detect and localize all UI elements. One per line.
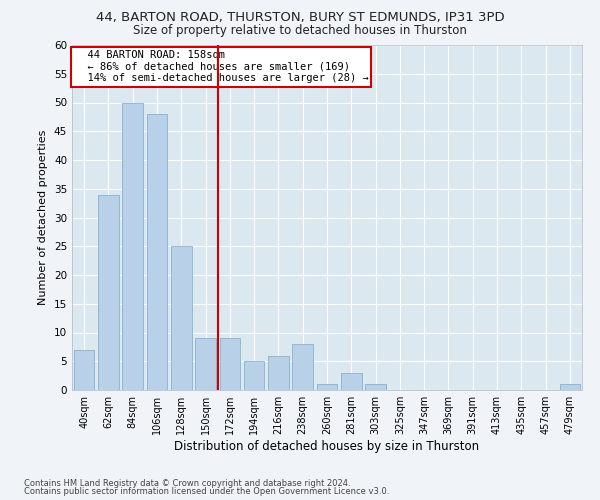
Text: Contains HM Land Registry data © Crown copyright and database right 2024.: Contains HM Land Registry data © Crown c… [24, 478, 350, 488]
Bar [98, 194, 119, 390]
Bar [74, 350, 94, 390]
Bar [317, 384, 337, 390]
Bar [341, 373, 362, 390]
Bar [268, 356, 289, 390]
Bar [220, 338, 240, 390]
Bar [244, 361, 265, 390]
Bar [146, 114, 167, 390]
Bar [560, 384, 580, 390]
Text: 44 BARTON ROAD: 158sqm
  ← 86% of detached houses are smaller (169)
  14% of sem: 44 BARTON ROAD: 158sqm ← 86% of detached… [74, 50, 368, 84]
Text: Contains public sector information licensed under the Open Government Licence v3: Contains public sector information licen… [24, 487, 389, 496]
Y-axis label: Number of detached properties: Number of detached properties [38, 130, 49, 305]
Text: 44, BARTON ROAD, THURSTON, BURY ST EDMUNDS, IP31 3PD: 44, BARTON ROAD, THURSTON, BURY ST EDMUN… [95, 11, 505, 24]
Bar [171, 246, 191, 390]
Bar [122, 102, 143, 390]
Bar [365, 384, 386, 390]
Bar [195, 338, 216, 390]
Text: Size of property relative to detached houses in Thurston: Size of property relative to detached ho… [133, 24, 467, 37]
X-axis label: Distribution of detached houses by size in Thurston: Distribution of detached houses by size … [175, 440, 479, 453]
Bar [292, 344, 313, 390]
